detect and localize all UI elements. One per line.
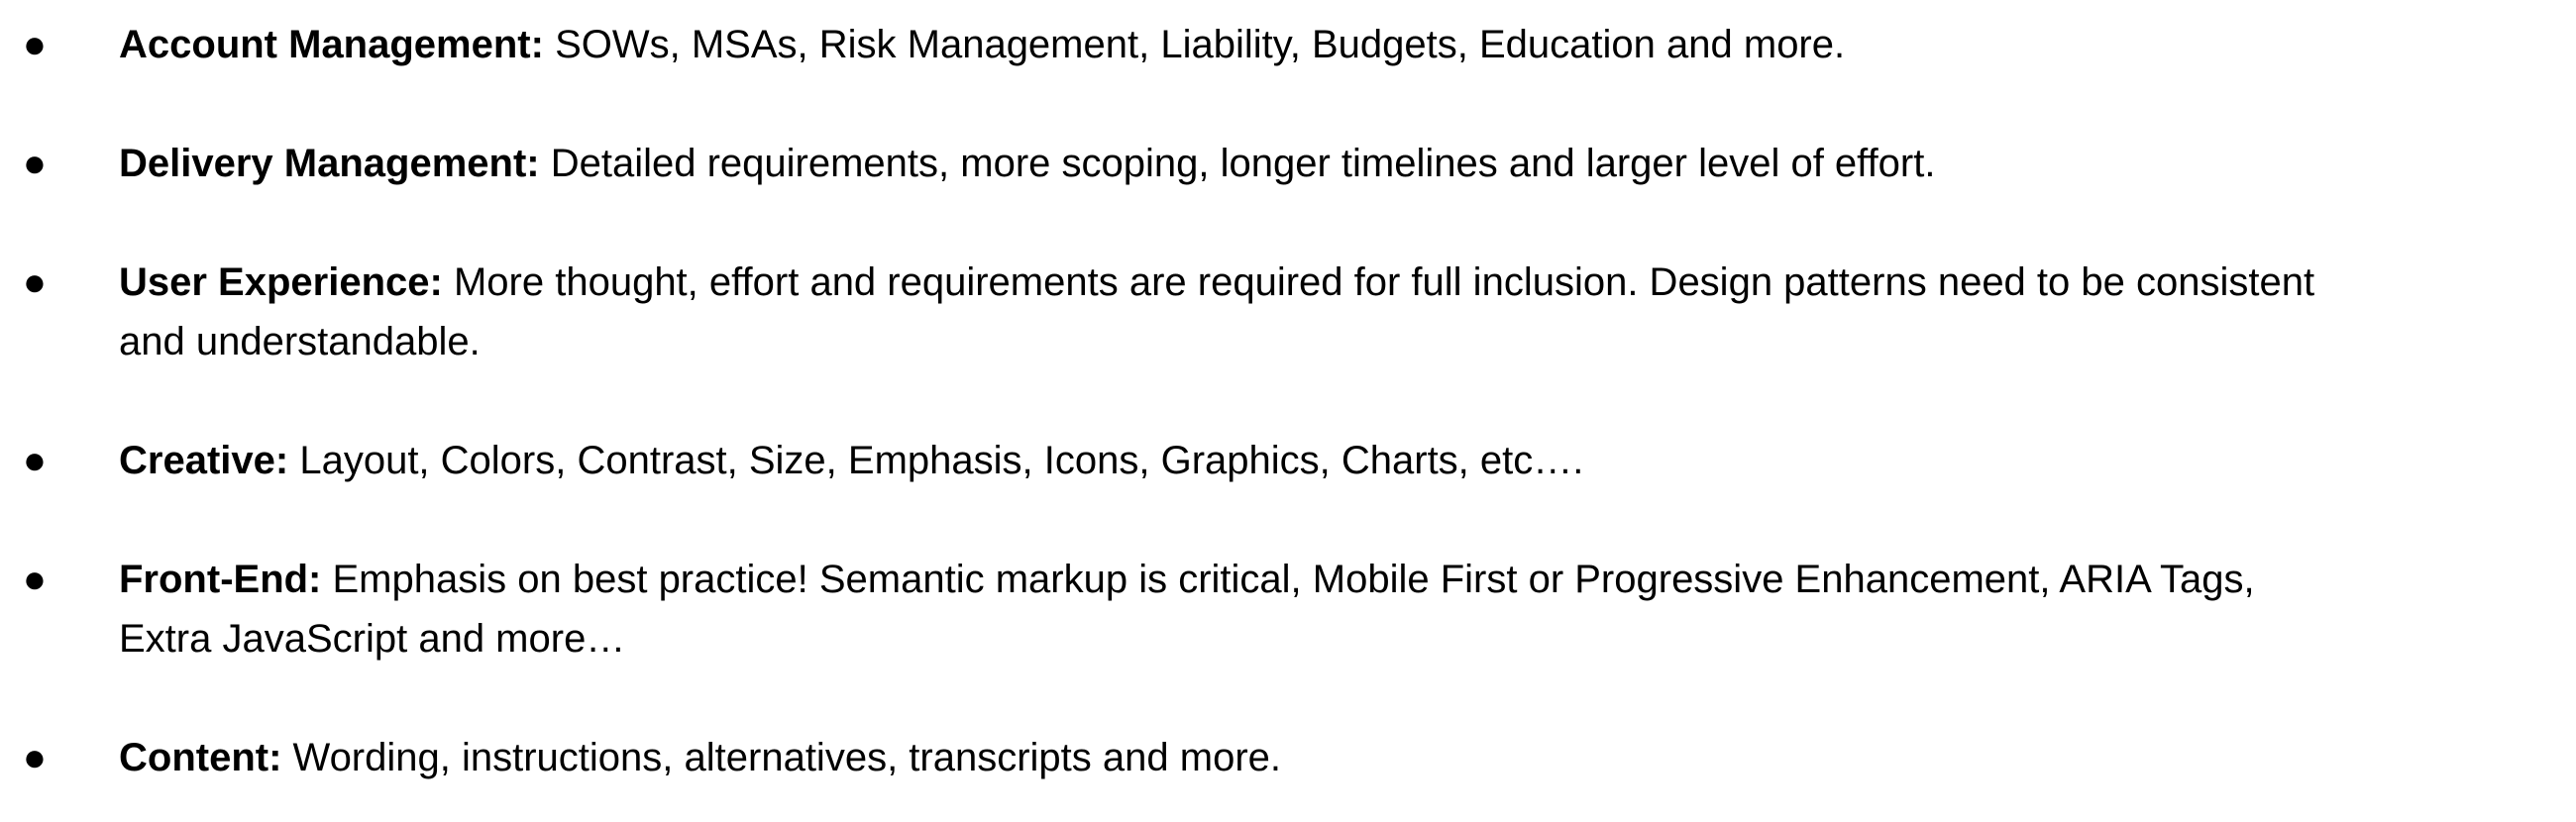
item-text: Delivery Management: Detailed requiremen…	[119, 134, 2566, 193]
item-description: SOWs, MSAs, Risk Management, Liability, …	[555, 23, 1846, 66]
bullet-icon: ●	[22, 439, 48, 482]
item-label: Front-End:	[119, 558, 322, 601]
item-description: More thought, effort and requirements ar…	[453, 260, 2315, 304]
bullet-icon: ●	[22, 23, 48, 66]
item-label: Content:	[119, 736, 282, 779]
bullet-icon: ●	[22, 142, 48, 185]
item-label: Account Management:	[119, 23, 544, 66]
item-text: Front-End: Emphasis on best practice! Se…	[119, 550, 2566, 668]
bullet-icon: ●	[22, 558, 48, 601]
item-label: Delivery Management:	[119, 142, 540, 185]
item-text: Content: Wording, instructions, alternat…	[119, 728, 2566, 787]
item-description-continued: Extra JavaScript and more…	[119, 617, 626, 661]
item-text: Account Management: SOWs, MSAs, Risk Man…	[119, 15, 2566, 74]
item-label: User Experience:	[119, 260, 443, 304]
item-description: Emphasis on best practice! Semantic mark…	[332, 558, 2255, 601]
item-description: Detailed requirements, more scoping, lon…	[550, 142, 1936, 185]
item-description-continued: and understandable.	[119, 320, 481, 363]
item-description: Layout, Colors, Contrast, Size, Emphasis…	[299, 439, 1584, 482]
bullet-icon: ●	[22, 260, 48, 304]
item-description: Wording, instructions, alternatives, tra…	[292, 736, 1281, 779]
item-label: Creative:	[119, 439, 289, 482]
bullet-icon: ●	[22, 736, 48, 779]
item-text: Creative: Layout, Colors, Contrast, Size…	[119, 431, 2566, 490]
item-text: User Experience: More thought, effort an…	[119, 253, 2566, 371]
